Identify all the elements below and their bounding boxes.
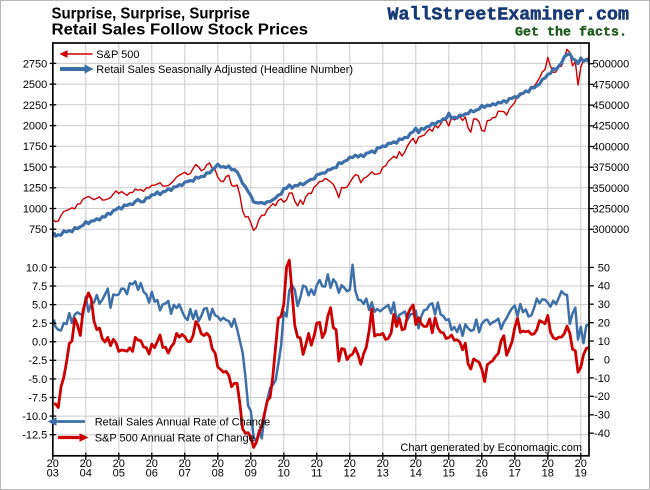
svg-text:40: 40 [598,281,610,293]
svg-text:50: 50 [598,262,610,274]
svg-text:16: 16 [476,468,488,480]
svg-text:20: 20 [542,458,554,470]
svg-text:-30: -30 [594,410,610,422]
svg-text:15: 15 [443,468,455,480]
svg-text:S&P 500: S&P 500 [96,49,139,61]
svg-text:Surprise, Surprise, Surprise: Surprise, Surprise, Surprise [52,6,251,23]
svg-text:20: 20 [598,318,610,330]
svg-text:-7.5: -7.5 [28,392,47,404]
svg-text:5.0: 5.0 [32,300,47,312]
svg-text:375000: 375000 [593,162,630,174]
svg-text:Get the facts.: Get the facts. [515,24,627,39]
svg-text:10.0: 10.0 [26,262,47,274]
svg-text:03: 03 [47,468,59,480]
svg-text:20: 20 [344,458,356,470]
svg-text:20: 20 [410,458,422,470]
svg-text:400000: 400000 [593,141,630,153]
svg-text:06: 06 [146,468,158,480]
svg-text:2500: 2500 [23,79,47,91]
svg-text:500000: 500000 [593,59,630,71]
svg-text:Retail Sales Annual Rate of Ch: Retail Sales Annual Rate of Change [95,417,271,429]
svg-text:13: 13 [377,468,389,480]
svg-text:2000: 2000 [23,121,47,133]
svg-text:30: 30 [598,299,610,311]
svg-text:-40: -40 [594,428,610,440]
svg-text:1000: 1000 [23,203,47,215]
svg-text:17: 17 [509,468,521,480]
svg-text:2.5: 2.5 [32,318,47,330]
svg-text:07: 07 [179,468,191,480]
svg-text:0.0: 0.0 [32,337,47,349]
svg-text:11: 11 [311,468,322,480]
svg-text:14: 14 [410,468,422,480]
svg-text:425000: 425000 [593,121,630,133]
svg-text:12: 12 [344,468,356,480]
svg-text:20: 20 [278,458,290,470]
svg-text:-20: -20 [594,391,610,403]
svg-text:Retail Sales Seasonally Adjust: Retail Sales Seasonally Adjusted (Headli… [96,64,353,76]
svg-text:-12.5: -12.5 [22,430,47,442]
svg-text:1500: 1500 [23,162,47,174]
svg-text:-2.5: -2.5 [28,355,47,367]
svg-text:WallStreetExaminer.com: WallStreetExaminer.com [388,6,630,26]
svg-text:10: 10 [598,336,610,348]
svg-text:20: 20 [476,458,488,470]
svg-text:Retail Sales Follow Stock Pric: Retail Sales Follow Stock Prices [52,22,309,39]
svg-text:20: 20 [509,458,521,470]
svg-text:20: 20 [377,458,389,470]
svg-text:20: 20 [575,458,587,470]
svg-text:1750: 1750 [23,141,47,153]
svg-text:2750: 2750 [23,58,47,70]
svg-text:7.5: 7.5 [32,281,47,293]
svg-text:20: 20 [47,458,59,470]
svg-text:20: 20 [179,458,191,470]
svg-text:10: 10 [278,468,290,480]
svg-text:-10.0: -10.0 [22,411,47,423]
svg-text:04: 04 [80,468,92,480]
svg-text:300000: 300000 [593,224,630,236]
svg-text:-5.0: -5.0 [28,374,47,386]
svg-text:325000: 325000 [593,204,630,216]
svg-text:19: 19 [575,468,587,480]
svg-text:20: 20 [146,458,158,470]
svg-text:08: 08 [212,468,224,480]
svg-text:0: 0 [604,354,610,366]
svg-text:09: 09 [245,468,257,480]
svg-text:450000: 450000 [593,100,630,112]
svg-text:750: 750 [29,224,47,236]
svg-text:20: 20 [80,458,92,470]
svg-text:-10: -10 [594,373,610,385]
svg-text:20: 20 [245,458,257,470]
svg-text:20: 20 [212,458,224,470]
svg-text:Chart generated by Economagic.: Chart generated by Economagic.com [400,442,582,454]
svg-text:20: 20 [311,458,323,470]
svg-text:350000: 350000 [593,183,630,195]
svg-text:20: 20 [443,458,455,470]
svg-text:1250: 1250 [23,183,47,195]
svg-text:2250: 2250 [23,100,47,112]
svg-text:18: 18 [542,468,554,480]
svg-text:S&P 500 Annual Rate of Change: S&P 500 Annual Rate of Change [95,433,255,445]
svg-text:475000: 475000 [593,79,630,91]
svg-text:05: 05 [113,468,125,480]
svg-text:20: 20 [113,458,125,470]
